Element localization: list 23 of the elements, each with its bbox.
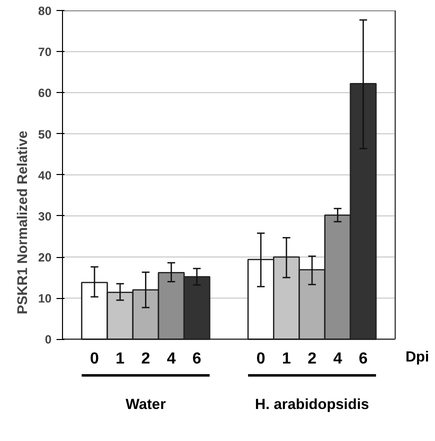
y-tick-label: 30 — [38, 209, 52, 224]
series-label: 1 — [116, 350, 125, 368]
y-axis-title: PSKR1 Normalized Relative — [14, 130, 30, 314]
text: 1 — [282, 350, 291, 368]
series-label: 2 — [141, 350, 150, 368]
x-tick-label: H. arabidopsidis — [255, 396, 370, 413]
series-label: 6 — [192, 350, 202, 368]
text: 2 — [308, 350, 316, 368]
y-tick-label: 60 — [38, 86, 52, 100]
text: 4 — [333, 350, 342, 368]
y-tick-label: 70 — [38, 45, 52, 60]
y-tick-label: 50 — [38, 127, 52, 142]
series-label: 0 — [90, 350, 100, 368]
text: 0 — [256, 350, 266, 368]
y-tick-label: 80 — [38, 4, 52, 18]
y-tick-label: 0 — [44, 332, 52, 347]
y-tick-label: 20 — [38, 250, 52, 265]
y-tick-label: 40 — [38, 168, 52, 182]
x-axis-title: Dpi — [405, 349, 430, 366]
y-tick-label: 10 — [38, 292, 52, 306]
x-tick-label: Water — [126, 396, 166, 413]
series-label: 4 — [166, 350, 176, 368]
text: 6 — [358, 350, 368, 368]
